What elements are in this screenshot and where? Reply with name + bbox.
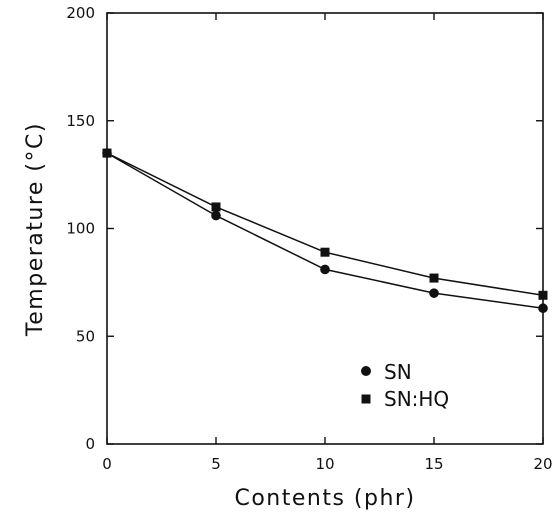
x-tick-label: 20: [533, 455, 552, 473]
data-point-snhq: [320, 247, 330, 257]
data-point-snhq: [102, 148, 112, 158]
data-point-sn: [320, 264, 330, 275]
x-tick-label: 0: [102, 455, 112, 473]
series-markers: [102, 148, 548, 314]
y-tick-label: 0: [85, 435, 95, 453]
data-point-sn: [429, 288, 439, 298]
legend-snhq-marker: [361, 394, 371, 404]
x-tick-label: 10: [315, 455, 334, 473]
y-tick-label: 50: [76, 327, 95, 345]
data-point-sn: [538, 303, 548, 314]
y-tick-label: 200: [66, 4, 95, 22]
legend-sn-marker: [361, 366, 371, 376]
data-point-snhq: [429, 273, 439, 283]
legend: SN SN:HQ: [361, 360, 449, 411]
data-point-snhq: [211, 202, 221, 212]
legend-snhq-label: SN:HQ: [384, 387, 449, 411]
series-lines: [106, 152, 544, 309]
x-axis-label: Contents (phr): [234, 486, 415, 511]
legend-sn-label: SN: [384, 360, 412, 384]
data-point-sn: [211, 210, 221, 221]
plot-frame: [106, 12, 544, 445]
data-point-snhq: [538, 290, 548, 300]
x-tick-label: 5: [211, 455, 221, 473]
y-axis-label: Temperature (°C): [23, 122, 48, 337]
x-tick-label: 15: [424, 455, 443, 473]
y-tick-label: 100: [66, 220, 95, 238]
y-tick-label: 150: [66, 112, 95, 130]
